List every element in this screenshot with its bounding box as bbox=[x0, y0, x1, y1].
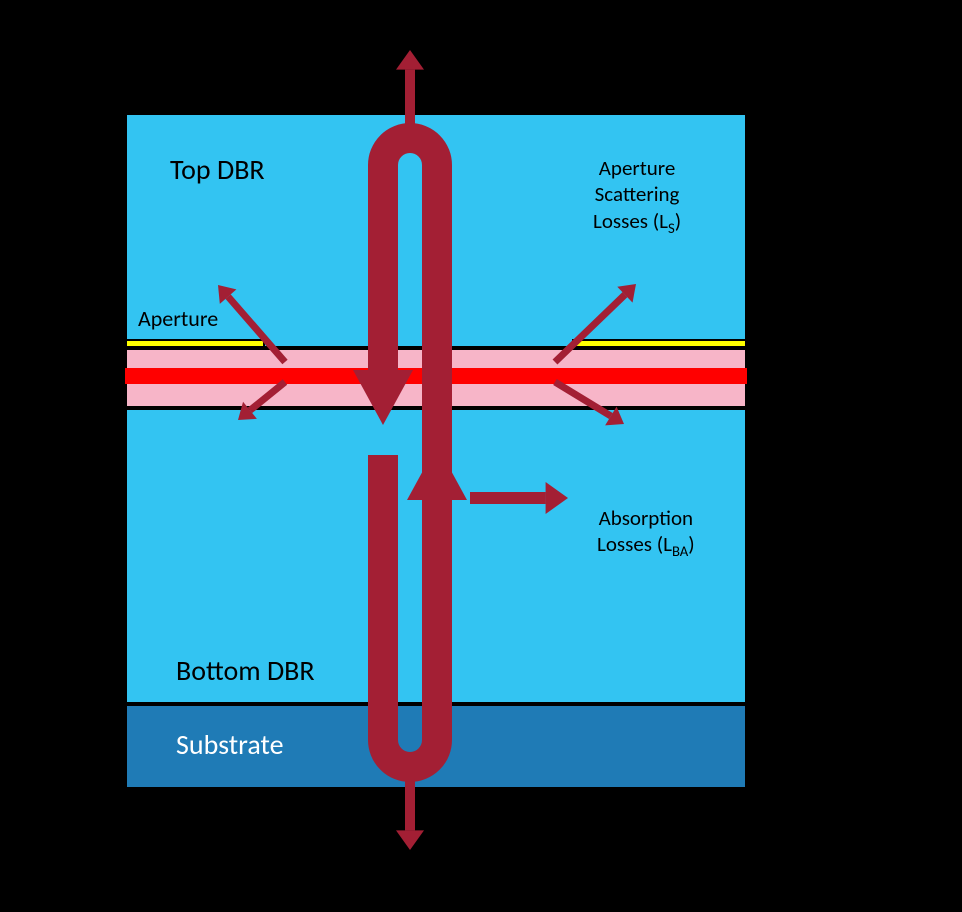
arrows-layer bbox=[0, 0, 962, 912]
diagram-canvas: Top DBR Aperture Bottom DBR Substrate Us… bbox=[0, 0, 962, 912]
